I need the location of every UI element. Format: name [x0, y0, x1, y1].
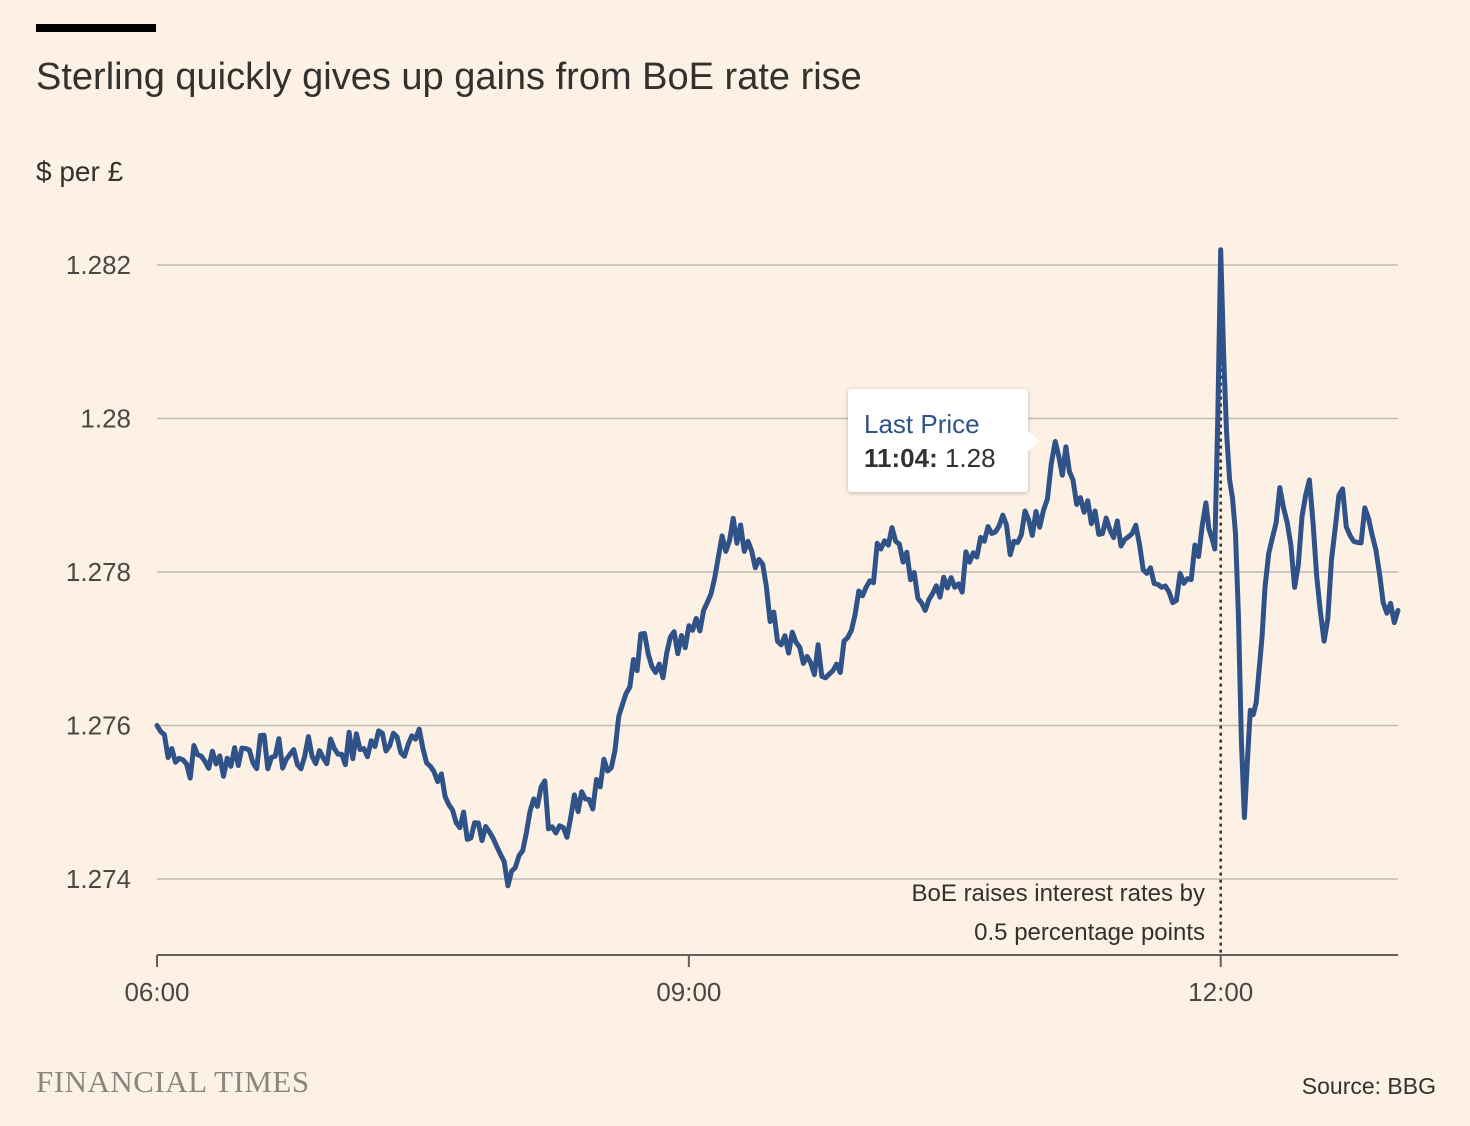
x-tick-label: 09:00 — [656, 977, 721, 1007]
y-tick-label: 1.274 — [66, 864, 131, 894]
tooltip-value: 1.28 — [944, 443, 996, 473]
annotation-line-1: BoE raises interest rates by — [912, 880, 1205, 907]
annotation-line-2: 0.5 percentage points — [974, 919, 1205, 946]
y-tick-label: 1.28 — [80, 404, 131, 434]
tooltip-title: Last Price — [864, 409, 980, 439]
tooltip-row: 11:04: 1.28 — [864, 441, 1028, 475]
y-tick-label: 1.276 — [66, 711, 131, 741]
top-rule — [36, 24, 156, 32]
y-tick-label: 1.278 — [66, 557, 131, 587]
series-line[interactable] — [154, 247, 1401, 889]
x-tick-label: 06:00 — [124, 977, 189, 1007]
tooltip-time: 11:04: — [864, 443, 938, 473]
y-tick-label: 1.282 — [66, 250, 131, 280]
source-note: Source: BBG — [1301, 1073, 1436, 1099]
x-tick-label: 12:00 — [1188, 977, 1253, 1007]
price-tooltip: Last Price 11:04: 1.28 — [848, 389, 1040, 492]
y-unit-label: $ per £ — [36, 156, 124, 187]
chart-title: Sterling quickly gives up gains from BoE… — [36, 56, 862, 98]
ft-logo: FINANCIAL TIMES — [36, 1064, 310, 1099]
